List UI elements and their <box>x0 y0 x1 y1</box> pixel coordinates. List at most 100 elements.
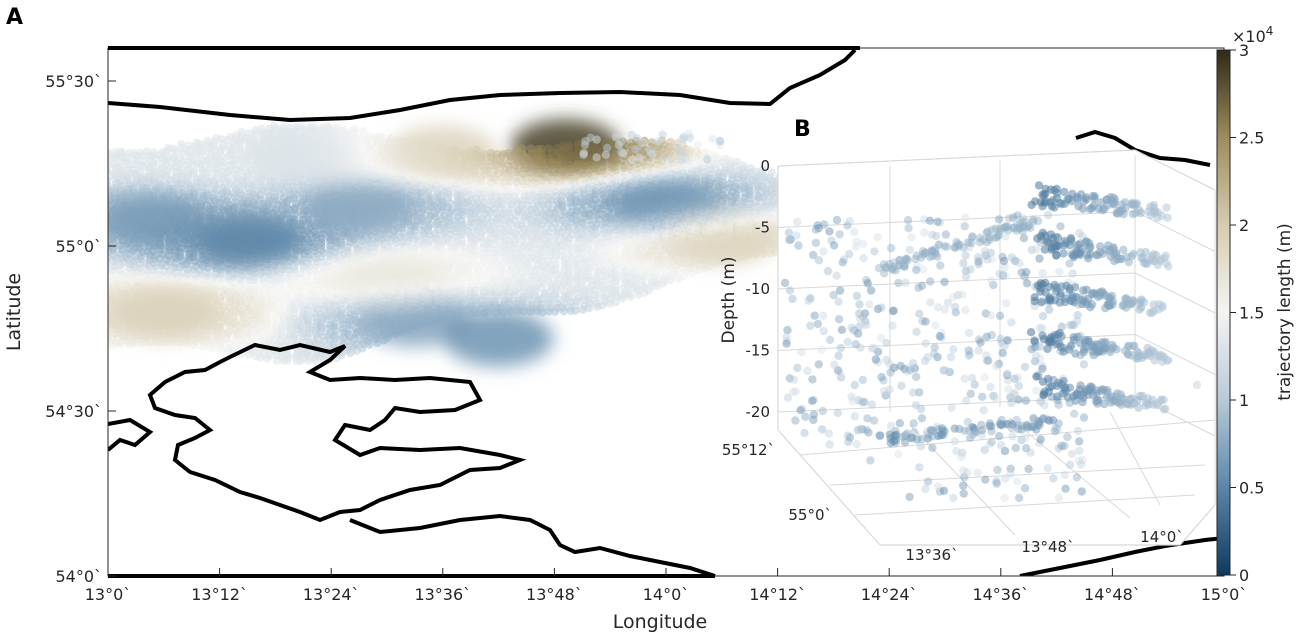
x-tick-label: 13°24` <box>303 585 360 604</box>
inset-point <box>907 232 916 242</box>
panel-label-a: A <box>6 5 23 30</box>
inset-point <box>979 406 988 415</box>
trajectory-point <box>581 137 590 146</box>
inset-point <box>1001 299 1011 308</box>
inset-point <box>809 415 818 425</box>
x-axis-ticks: 13°0` 13°12` 13°24` 13°36` 13°48` 14°0` 14°12`… <box>85 568 1247 604</box>
inset-point <box>1065 460 1075 469</box>
x-axis-label: Longitude <box>613 611 708 633</box>
trajectory-point <box>677 155 686 164</box>
inset-point <box>1044 210 1053 220</box>
x-tick-label: 13°48` <box>526 585 583 604</box>
inset-point <box>949 493 958 503</box>
trajectory-point <box>653 137 663 146</box>
inset-point <box>920 228 929 237</box>
inset-point <box>920 356 930 366</box>
inset-point <box>1049 474 1058 483</box>
inset-point <box>978 392 987 401</box>
inset-point <box>1079 413 1089 422</box>
trajectory-point <box>359 126 368 135</box>
trajectory-point <box>674 144 683 153</box>
inset-point <box>912 372 921 382</box>
inset-point <box>1019 234 1029 243</box>
inset-point <box>819 326 828 336</box>
inset-point <box>867 400 877 409</box>
inset-point <box>905 492 914 502</box>
inset-point <box>793 217 802 227</box>
inset-point <box>788 294 797 304</box>
inset-point <box>800 428 809 438</box>
inset-point <box>834 351 843 360</box>
trajectory-point <box>350 124 359 133</box>
inset-point <box>915 309 924 318</box>
trajectory-point <box>632 133 642 143</box>
trajectory-points <box>108 121 790 366</box>
trajectory-point <box>635 153 644 162</box>
trajectory-point <box>135 148 145 157</box>
inset-point <box>1054 493 1064 502</box>
x-tick-label: 14°48` <box>1084 585 1141 604</box>
inset-point <box>834 315 844 324</box>
inset-point <box>923 477 933 486</box>
coastline-south <box>147 342 527 523</box>
inset-point <box>851 242 861 251</box>
inset-point <box>785 286 795 295</box>
trajectory-point <box>117 147 126 156</box>
inset-point <box>959 259 968 268</box>
inset-point <box>949 345 958 354</box>
inset-point <box>1006 470 1015 479</box>
inset-point <box>808 250 818 260</box>
inset-point <box>1070 409 1079 418</box>
inset-point <box>832 215 842 225</box>
trajectory-point <box>579 148 588 158</box>
trajectory-point <box>708 134 717 144</box>
inset-point <box>888 306 898 316</box>
inset-point <box>1007 318 1016 327</box>
inset-point <box>832 271 841 280</box>
inset-point <box>791 387 800 396</box>
inset-point <box>961 306 970 315</box>
trajectory-point <box>518 144 527 153</box>
inset-point <box>1063 432 1072 442</box>
coastline-island <box>108 417 154 452</box>
inset-point <box>806 321 815 330</box>
inset-point <box>852 440 861 449</box>
inset-point <box>926 298 935 307</box>
inset-point <box>834 297 843 306</box>
inset-point <box>960 222 969 231</box>
inset-point <box>837 325 847 335</box>
trajectory-point <box>678 134 687 143</box>
x-tick-label: 14°0` <box>643 585 690 604</box>
y-axis-label: Latitude <box>3 273 25 351</box>
trajectory-point <box>603 143 612 153</box>
trajectory-point <box>437 145 447 154</box>
inset-point <box>849 227 859 237</box>
x-tick-label: 13°12` <box>191 585 248 604</box>
inset-point <box>817 345 826 354</box>
inset-point <box>946 352 956 362</box>
inset-point <box>1032 245 1041 254</box>
trajectory-point <box>184 141 193 150</box>
trajectory-point <box>323 122 332 131</box>
inset-point <box>1055 267 1064 276</box>
inset-point <box>850 412 859 421</box>
inset-point <box>1068 269 1077 278</box>
trajectory-point <box>592 153 601 162</box>
trajectory-point <box>310 123 319 132</box>
inset-point <box>866 456 875 465</box>
trajectory-point <box>666 155 675 164</box>
inset-point <box>1015 493 1024 503</box>
trajectory-point <box>472 145 481 155</box>
trajectory-point <box>458 148 467 157</box>
trajectory-point <box>648 149 657 159</box>
inset-point <box>939 486 949 495</box>
inset-point <box>803 366 812 376</box>
inset-point <box>921 484 930 494</box>
inset-point <box>959 466 968 475</box>
inset-point <box>1038 312 1048 321</box>
inset-point <box>993 465 1002 475</box>
trajectory-point <box>270 121 279 131</box>
trajectory-point <box>631 145 640 154</box>
inset-point <box>789 375 799 384</box>
trajectory-point <box>544 144 553 153</box>
